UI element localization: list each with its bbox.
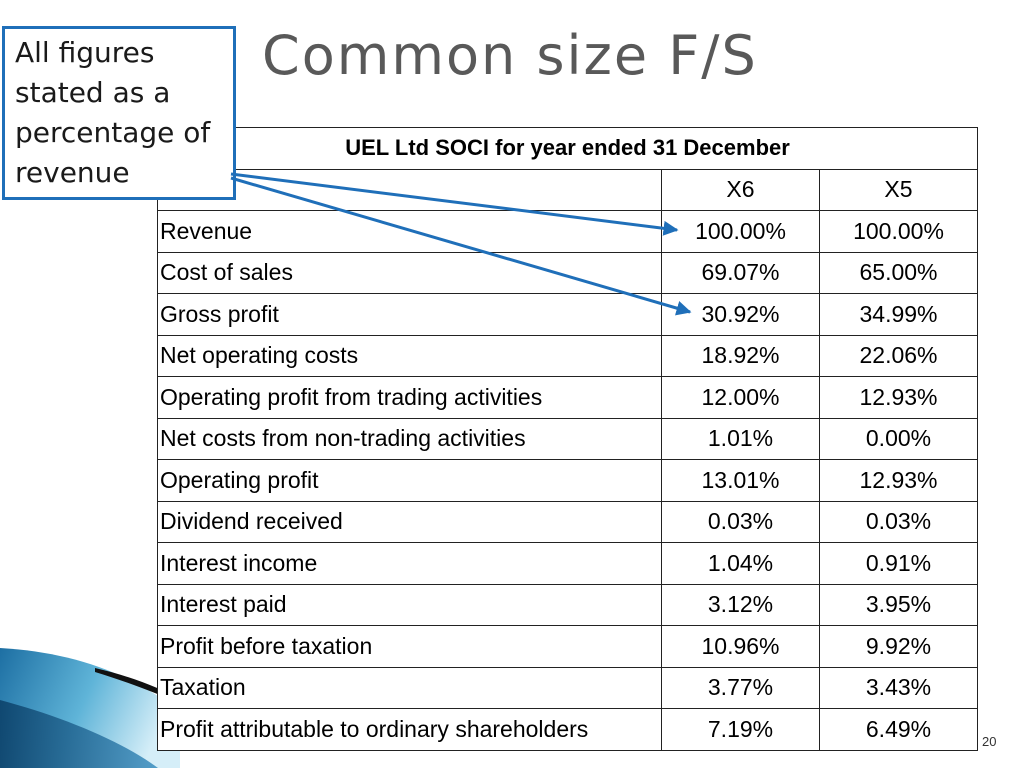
row-label: Profit before taxation	[157, 625, 662, 668]
row-value-x5: 65.00%	[819, 251, 978, 294]
row-label: Interest income	[157, 542, 662, 585]
row-value-x6: 0.03%	[661, 500, 820, 543]
page-number: 20	[982, 734, 997, 749]
table-row: Cost of sales 69.07% 65.00%	[157, 251, 978, 294]
row-value-x5: 3.43%	[819, 666, 978, 709]
table-row: Operating profit from trading activities…	[157, 376, 978, 419]
soci-table: UEL Ltd SOCI for year ended 31 December …	[157, 127, 978, 751]
row-value-x5: 0.91%	[819, 542, 978, 585]
row-value-x5: 3.95%	[819, 583, 978, 626]
row-value-x6: 13.01%	[661, 459, 820, 502]
callout-box: All figures stated as a percentage of re…	[2, 26, 236, 200]
table-row: Profit before taxation 10.96% 9.92%	[157, 625, 978, 668]
row-label: Net operating costs	[157, 334, 662, 377]
column-header-x5: X5	[819, 168, 978, 211]
table-row: Taxation 3.77% 3.43%	[157, 666, 978, 709]
row-label: Profit attributable to ordinary sharehol…	[157, 708, 662, 751]
row-value-x6: 100.00%	[661, 210, 820, 253]
row-value-x6: 3.12%	[661, 583, 820, 626]
row-value-x6: 10.96%	[661, 625, 820, 668]
slide-title: Common size F/S	[262, 24, 758, 87]
row-label: Revenue	[157, 210, 662, 253]
row-value-x6: 3.77%	[661, 666, 820, 709]
row-value-x5: 100.00%	[819, 210, 978, 253]
table-row: Profit attributable to ordinary sharehol…	[157, 708, 978, 751]
row-value-x6: 18.92%	[661, 334, 820, 377]
table-header-row: UEL Ltd SOCI for year ended 31 December	[157, 127, 978, 170]
row-value-x6: 1.04%	[661, 542, 820, 585]
table-row: Net costs from non-trading activities 1.0…	[157, 417, 978, 460]
row-label: Dividend received	[157, 500, 662, 543]
row-label: Interest paid	[157, 583, 662, 626]
row-value-x5: 22.06%	[819, 334, 978, 377]
row-value-x5: 0.00%	[819, 417, 978, 460]
row-label: Operating profit from trading activities	[157, 376, 662, 419]
table-column-header-row: X6 X5	[157, 168, 978, 211]
table-row: Revenue 100.00% 100.00%	[157, 210, 978, 253]
row-value-x5: 9.92%	[819, 625, 978, 668]
row-value-x6: 12.00%	[661, 376, 820, 419]
row-value-x5: 6.49%	[819, 708, 978, 751]
row-value-x6: 30.92%	[661, 293, 820, 336]
row-value-x6: 7.19%	[661, 708, 820, 751]
table-row: Net operating costs 18.92% 22.06%	[157, 334, 978, 377]
row-label: Net costs from non-trading activities	[157, 417, 662, 460]
table-row: Interest income 1.04% 0.91%	[157, 542, 978, 585]
column-header-x6: X6	[661, 168, 820, 211]
row-label: Cost of sales	[157, 251, 662, 294]
table-caption: UEL Ltd SOCI for year ended 31 December	[157, 127, 978, 170]
table-row: Operating profit 13.01% 12.93%	[157, 459, 978, 502]
row-value-x5: 12.93%	[819, 376, 978, 419]
row-value-x5: 34.99%	[819, 293, 978, 336]
row-value-x5: 12.93%	[819, 459, 978, 502]
row-value-x5: 0.03%	[819, 500, 978, 543]
table-row: Dividend received 0.03% 0.03%	[157, 500, 978, 543]
row-label: Gross profit	[157, 293, 662, 336]
row-value-x6: 69.07%	[661, 251, 820, 294]
table-row: Gross profit 30.92% 34.99%	[157, 293, 978, 336]
row-value-x6: 1.01%	[661, 417, 820, 460]
row-label: Taxation	[157, 666, 662, 709]
table-row: Interest paid 3.12% 3.95%	[157, 583, 978, 626]
row-label: Operating profit	[157, 459, 662, 502]
